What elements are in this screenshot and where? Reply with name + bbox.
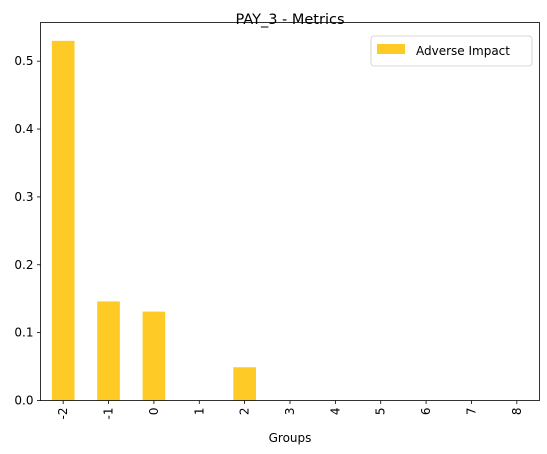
x-axis-label: Groups — [269, 431, 312, 445]
x-tick-label: 2 — [238, 408, 252, 416]
legend-label-adverse-impact: Adverse Impact — [416, 44, 510, 58]
y-tick-label: 0.4 — [14, 122, 33, 136]
x-tick-label: -2 — [56, 408, 70, 420]
chart-title: PAY_3 - Metrics — [235, 12, 344, 28]
bar--1 — [97, 301, 120, 401]
x-tick-label: 0 — [147, 408, 161, 416]
x-axis: -2 -1 0 1 2 3 4 5 6 7 8 — [56, 400, 524, 420]
x-tick-label: 6 — [419, 408, 433, 416]
legend-swatch — [377, 44, 405, 54]
legend-frame — [370, 35, 533, 67]
y-tick-label: 0.3 — [14, 190, 33, 204]
bar-2 — [233, 367, 256, 401]
y-tick-label: 0.0 — [14, 394, 33, 408]
x-tick-label: 7 — [464, 408, 478, 416]
x-tick-label: 8 — [510, 408, 524, 416]
x-tick-label: 4 — [328, 408, 342, 416]
bar-0 — [142, 311, 166, 401]
bars-group — [51, 40, 256, 401]
y-tick-label: 0.1 — [14, 326, 33, 340]
x-tick-label: 5 — [374, 408, 388, 416]
x-tick-label: 3 — [283, 408, 297, 416]
y-tick-label: 0.2 — [14, 258, 33, 272]
y-tick-label: 0.5 — [14, 54, 33, 68]
y-axis: 0.0 0.1 0.2 0.3 0.4 0.5 — [14, 54, 41, 408]
x-tick-label: -1 — [102, 408, 116, 420]
legend: Adverse Impact — [370, 35, 533, 67]
bar--2 — [51, 40, 75, 401]
x-tick-label: 1 — [192, 408, 206, 416]
